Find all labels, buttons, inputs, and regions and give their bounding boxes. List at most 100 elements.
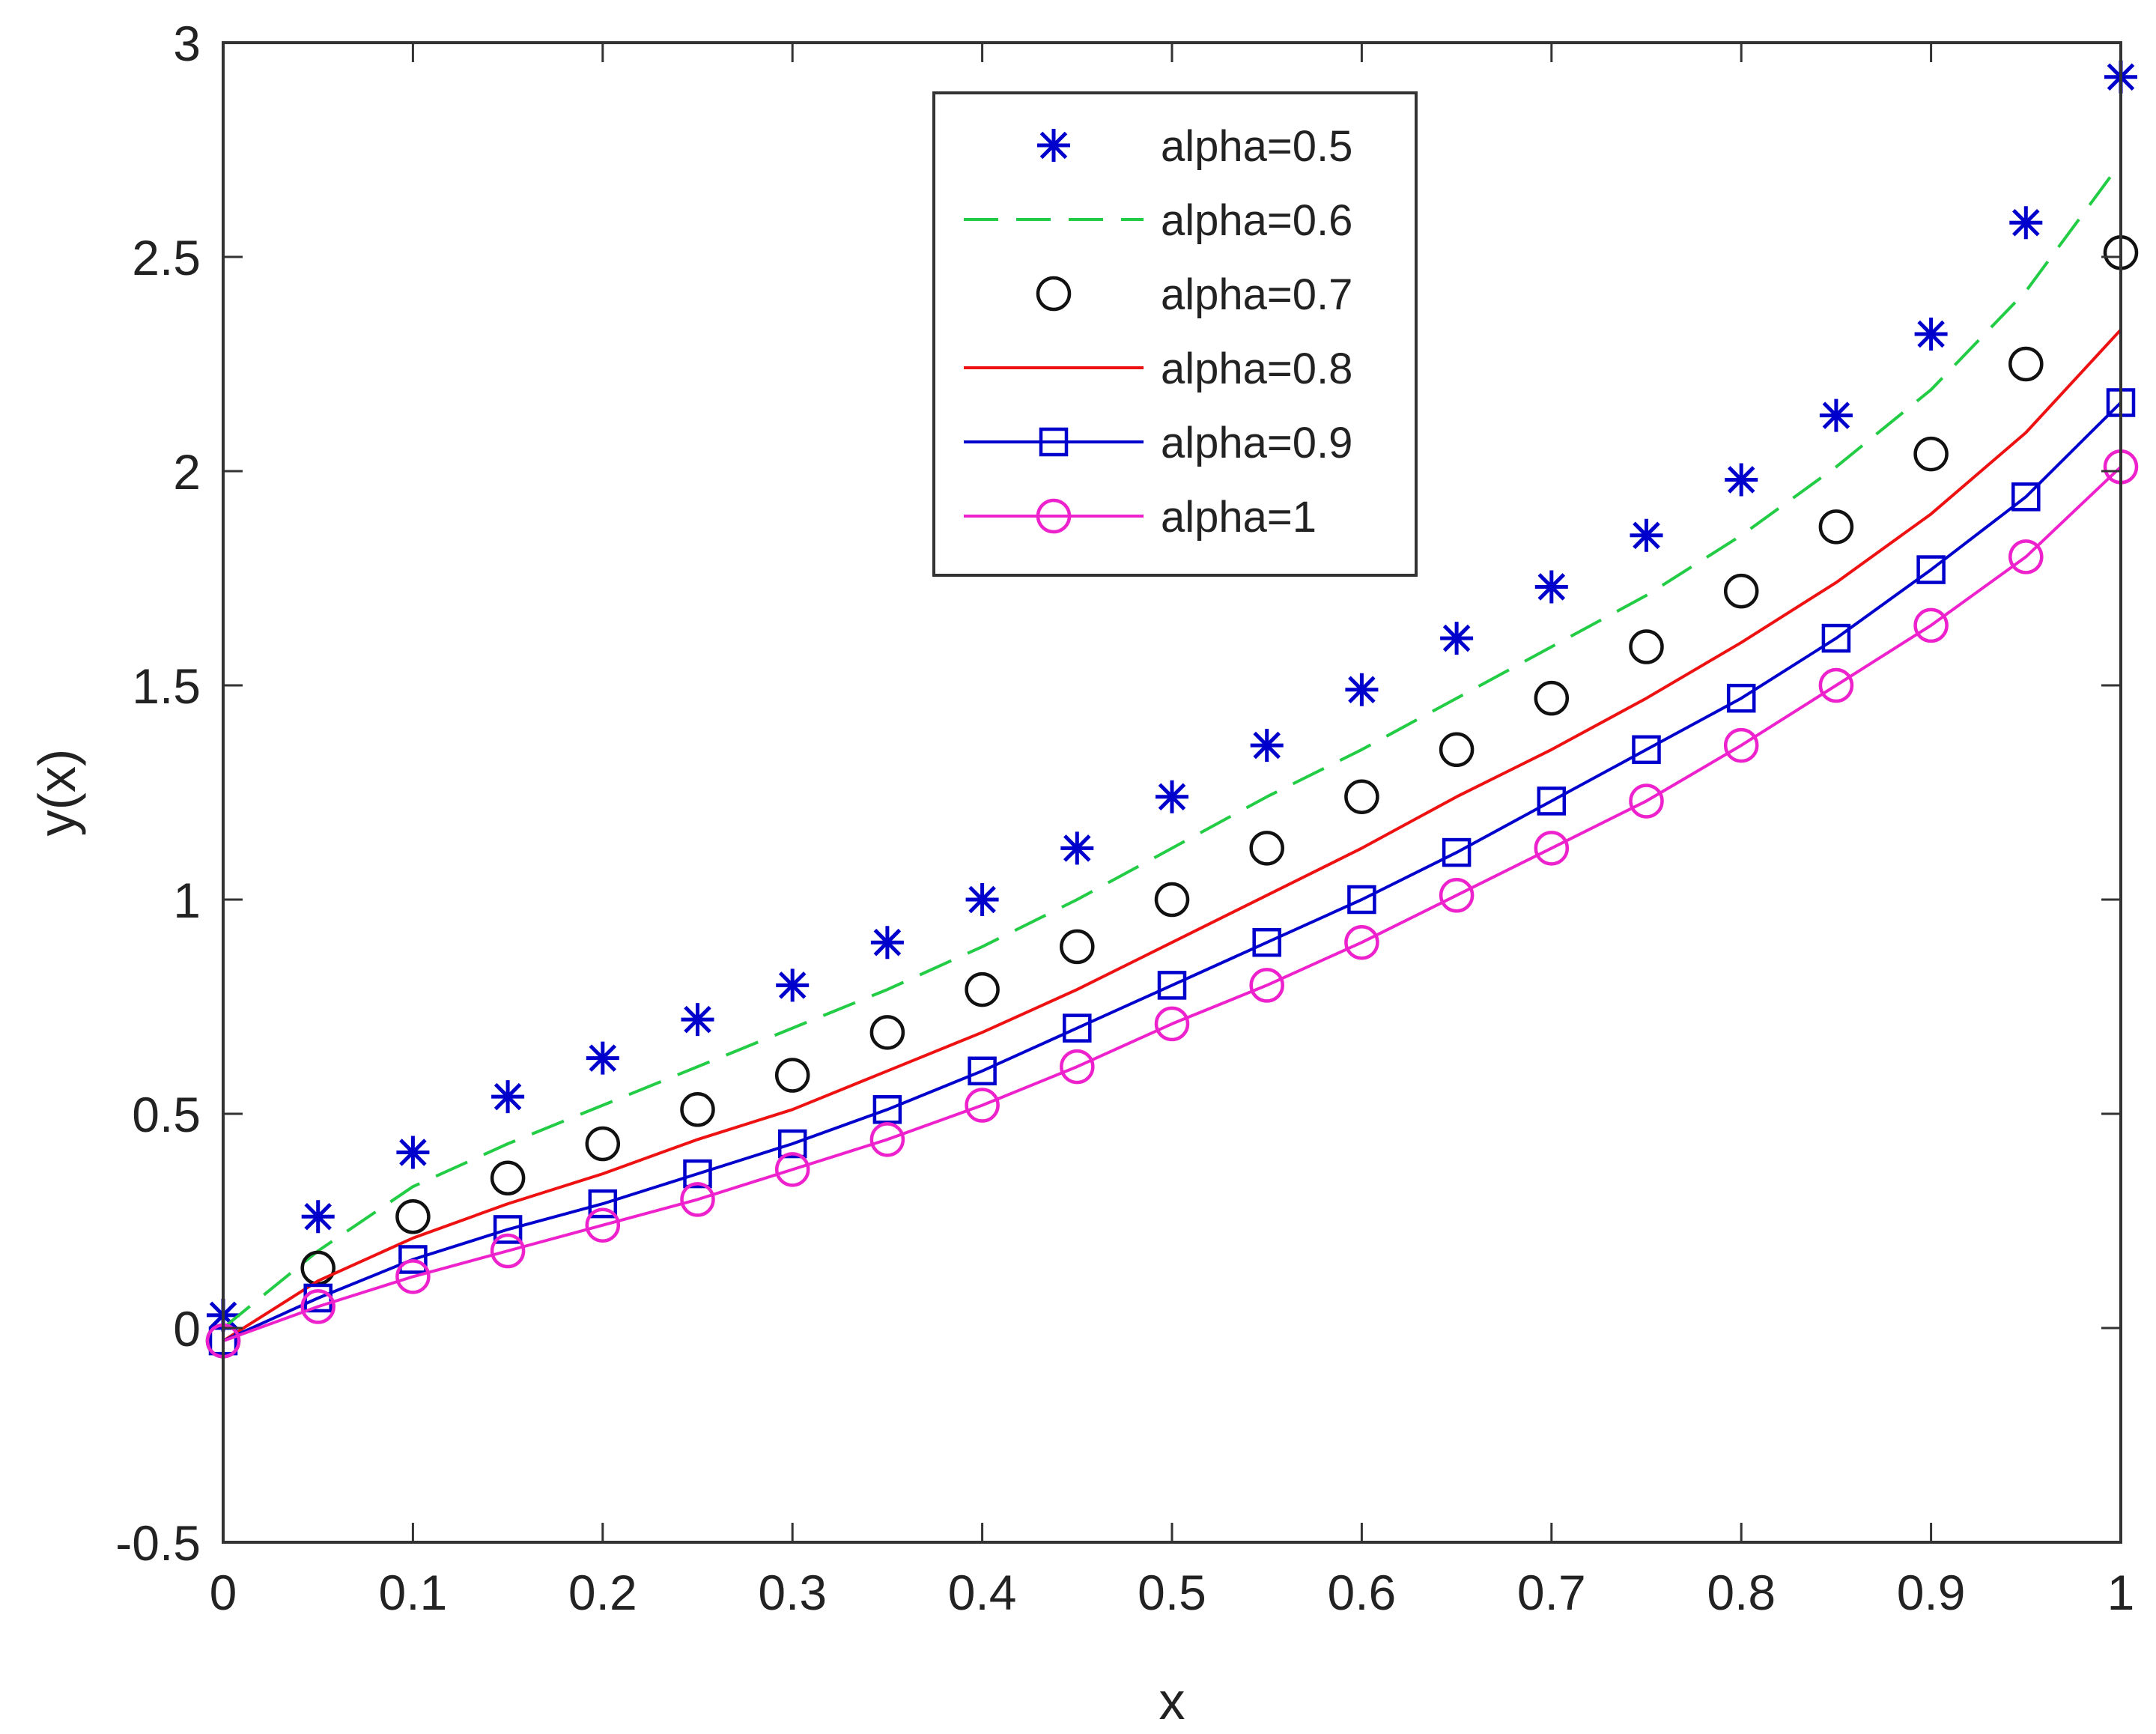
circle-marker (774, 1058, 810, 1093)
circle-marker (680, 1092, 715, 1127)
circle-marker (1534, 680, 1570, 716)
legend-label: alpha=0.5 (1161, 122, 1352, 171)
star-marker (1819, 398, 1853, 432)
star-marker (1630, 518, 1663, 552)
square-marker (1252, 927, 1281, 957)
series-line (222, 328, 2122, 1342)
square-marker (1537, 786, 1567, 816)
x-tick-label: 0.3 (758, 1565, 827, 1620)
square-marker (683, 1159, 712, 1189)
circle-marker (490, 1233, 526, 1269)
x-tick-label: 0 (210, 1565, 237, 1620)
star-marker (301, 1200, 335, 1234)
circle-marker (1060, 929, 1095, 965)
circle-marker (1534, 831, 1570, 866)
circle-marker (1439, 878, 1475, 913)
square-marker (1063, 1013, 1092, 1043)
square-marker (1726, 683, 1756, 713)
star-marker (776, 968, 810, 1002)
circle-marker (1060, 1049, 1095, 1085)
circle-marker (965, 1088, 1000, 1123)
circle-marker (680, 1182, 715, 1217)
circle-marker (395, 1199, 431, 1234)
square-marker (493, 1215, 523, 1244)
series-line (222, 401, 2122, 1343)
circle-marker (774, 1152, 810, 1187)
star-marker (2009, 206, 2043, 240)
y-tick-label: -0.5 (115, 1515, 201, 1571)
circle-marker (965, 971, 1000, 1007)
circle-marker (1723, 573, 1759, 609)
square-marker (777, 1129, 807, 1159)
star-marker (870, 926, 904, 960)
circle-marker (1629, 783, 1664, 819)
circle-marker (1036, 276, 1072, 312)
star-marker (1440, 622, 1474, 655)
x-tick-label: 0.4 (948, 1565, 1017, 1620)
legend-label: alpha=1 (1161, 493, 1317, 542)
x-tick-label: 1 (2107, 1565, 2135, 1620)
x-tick-label: 0.8 (1707, 1565, 1776, 1620)
x-tick-label: 0.9 (1897, 1565, 1966, 1620)
x-axis-label: x (1159, 1672, 1185, 1730)
circle-marker (490, 1160, 526, 1196)
axis-ticks: 0 0.1 0.2 0.3 0.4 0.5 0.6 0.7 0.8 0.9 1-0.500.511.… (115, 16, 2134, 1620)
x-tick-label: 0.7 (1517, 1565, 1586, 1620)
square-marker (2011, 482, 2041, 512)
x-tick-label: 0.1 (379, 1565, 448, 1620)
star-marker (1156, 780, 1188, 813)
series-line (222, 465, 2122, 1343)
star-marker (1250, 729, 1284, 763)
circle-marker (1154, 882, 1190, 918)
circle-marker (585, 1207, 621, 1243)
y-tick-label: 3 (173, 16, 201, 71)
square-marker (1821, 623, 1851, 653)
circle-marker (395, 1259, 431, 1294)
x-tick-label: 0.6 (1328, 1565, 1397, 1620)
series-alpha-0-7 (205, 235, 2139, 1359)
legend-box (932, 91, 1418, 577)
star-marker (1534, 570, 1568, 604)
circle-marker (2008, 346, 2044, 382)
star-marker (1725, 463, 1758, 497)
square-marker (1632, 735, 1661, 765)
circle-marker (1249, 831, 1284, 866)
circle-marker (869, 1122, 905, 1157)
circle-marker (1913, 436, 1949, 472)
y-tick-label: 2 (173, 444, 201, 500)
circle-marker (1818, 667, 1854, 703)
circle-marker (1154, 1006, 1190, 1042)
star-marker (681, 1003, 714, 1037)
circle-marker (1723, 727, 1759, 763)
star-marker (1914, 317, 1948, 351)
legend-label: alpha=0.7 (1161, 270, 1352, 319)
square-marker (1039, 427, 1069, 457)
legend-label: alpha=0.9 (1161, 419, 1352, 467)
y-tick-label: 1.5 (132, 658, 201, 714)
y-tick-label: 0 (173, 1301, 201, 1356)
circle-marker (1439, 732, 1475, 768)
circle-marker (2008, 539, 2044, 575)
legend-label: alpha=0.8 (1161, 345, 1352, 393)
y-axis-label: y(x) (28, 749, 86, 837)
square-marker (1347, 885, 1376, 915)
circle-marker (1249, 968, 1284, 1003)
star-marker (1037, 129, 1070, 162)
x-tick-label: 0.5 (1138, 1565, 1206, 1620)
legend-entry: alpha=0.6 (964, 196, 1352, 245)
circle-marker (869, 1015, 905, 1050)
circle-marker (1344, 779, 1379, 814)
circle-marker (300, 1289, 335, 1324)
star-marker (586, 1041, 619, 1075)
star-marker (1060, 831, 1094, 865)
legend-entry: alpha=0.9 (964, 419, 1352, 467)
y-tick-label: 2.5 (132, 230, 201, 285)
square-marker (1442, 837, 1472, 867)
circle-marker (1629, 629, 1664, 664)
star-marker (1345, 673, 1379, 706)
y-tick-label: 1 (173, 873, 201, 928)
star-marker (491, 1080, 525, 1114)
square-marker (588, 1189, 618, 1219)
series-line (222, 162, 2122, 1330)
